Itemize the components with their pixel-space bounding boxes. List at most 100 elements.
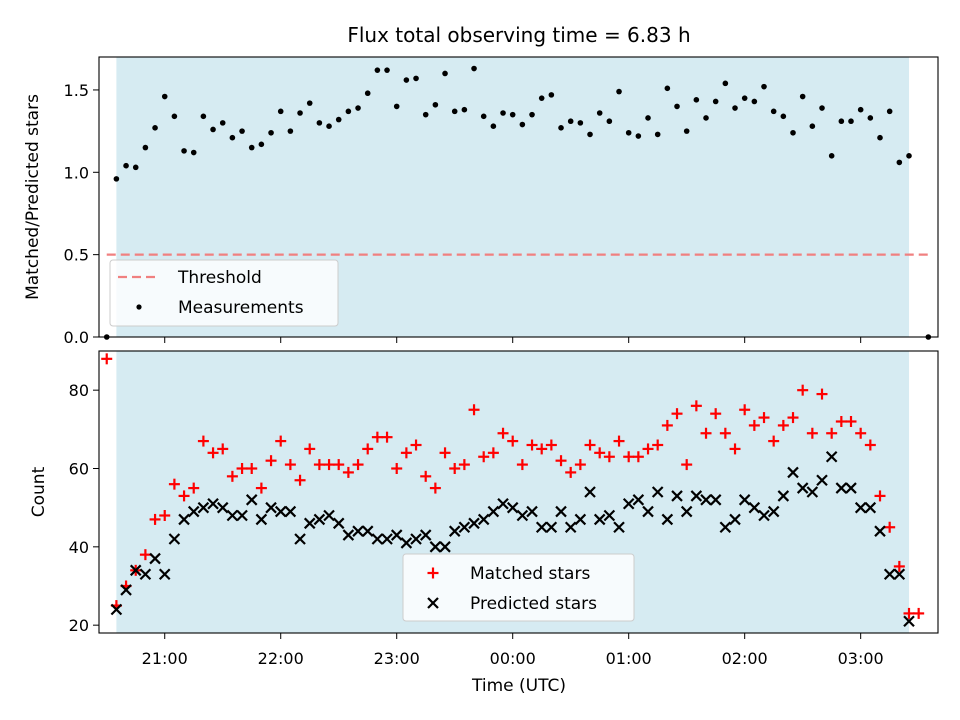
- matched-point: [545, 439, 557, 451]
- measurement-point: [123, 162, 129, 169]
- measurement-point: [248, 144, 255, 151]
- predicted-point: [796, 482, 809, 494]
- predicted-point: [516, 509, 529, 522]
- measurement-point: [200, 113, 207, 120]
- predicted-point: [874, 525, 886, 537]
- measurement-point: [442, 70, 448, 77]
- x-tick-label: 23:00: [374, 649, 420, 668]
- matched-point: [758, 412, 770, 424]
- measurement-point: [287, 128, 294, 134]
- matched-point: [178, 490, 190, 502]
- x-stroke: [178, 513, 190, 526]
- measurement-point: [606, 118, 613, 125]
- matched-point: [536, 443, 548, 455]
- matched-point: [555, 455, 567, 467]
- measurement-point: [664, 85, 671, 92]
- matched-point: [826, 427, 838, 439]
- x-stroke: [729, 513, 741, 526]
- measurement-point: [616, 88, 622, 95]
- predicted-point: [149, 552, 161, 565]
- x-stroke: [564, 521, 577, 534]
- matched-point: [816, 388, 828, 400]
- predicted-point: [342, 529, 355, 541]
- measurement-point: [857, 106, 864, 113]
- matched-point: [139, 549, 151, 561]
- x-stroke: [294, 533, 306, 545]
- measurement-point: [645, 115, 651, 121]
- matched-point: [101, 353, 113, 365]
- x-tick-label: 00:00: [490, 649, 536, 668]
- predicted-point: [622, 497, 635, 510]
- measurement-point: [761, 83, 767, 90]
- x-stroke: [593, 513, 606, 526]
- x-stroke: [680, 505, 693, 518]
- matched-point: [594, 447, 606, 459]
- x-stroke: [352, 525, 364, 537]
- predicted-point: [323, 509, 335, 522]
- matched-point: [710, 408, 722, 420]
- predicted-point: [245, 494, 258, 506]
- matched-point: [565, 466, 577, 478]
- legend-box: [109, 259, 339, 327]
- predicted-point: [777, 490, 790, 502]
- measurement-point: [790, 129, 796, 136]
- y-tick-label: 60: [69, 460, 89, 479]
- x-stroke: [651, 486, 664, 498]
- x-stroke: [284, 505, 297, 518]
- measurement-point: [828, 153, 835, 159]
- matched-point: [275, 435, 287, 447]
- x-tick-label: 03:00: [838, 649, 884, 668]
- measurement-point: [625, 129, 632, 136]
- predicted-point: [294, 533, 306, 545]
- x-stroke: [603, 509, 616, 522]
- x-stroke: [468, 517, 480, 530]
- measurement-point: [326, 123, 332, 129]
- ratio-panel: 0.0 0.5 1.0 1.5 Matched/Predicted stars Thr…: [23, 56, 939, 347]
- matched-point: [294, 474, 306, 486]
- matched-point: [207, 447, 219, 459]
- matched-point: [265, 455, 277, 467]
- x-stroke: [381, 533, 393, 545]
- measurement-point: [538, 95, 545, 101]
- measurement-point: [529, 111, 535, 118]
- measurement-point: [809, 123, 816, 129]
- x-stroke: [700, 494, 712, 506]
- matched-point: [381, 431, 393, 443]
- matched-point: [439, 447, 451, 459]
- x-stroke: [149, 552, 161, 565]
- predicted-point: [274, 505, 287, 518]
- legend-measurements-label: Measurements: [178, 298, 304, 318]
- predicted-point: [690, 490, 703, 502]
- x-stroke: [864, 501, 877, 514]
- measurement-point: [509, 111, 516, 118]
- legend-measurements-swatch: [136, 304, 142, 310]
- matched-point: [197, 435, 209, 447]
- predicted-point: [893, 568, 906, 581]
- x-stroke: [448, 525, 461, 537]
- count-x-axis: 21:00 22:00 23:00 00:00 01:00 02:00 03:00: [142, 633, 884, 668]
- measurement-point: [867, 115, 874, 121]
- predicted-point: [477, 513, 490, 526]
- x-stroke: [661, 513, 674, 526]
- x-stroke: [390, 529, 403, 541]
- predicted-point: [709, 494, 722, 506]
- predicted-point: [816, 474, 828, 487]
- measurement-point: [132, 164, 139, 171]
- matched-point: [362, 443, 374, 455]
- predicted-point: [564, 521, 577, 534]
- x-stroke: [497, 497, 509, 510]
- matched-point: [217, 443, 229, 455]
- measurement-point: [384, 67, 390, 73]
- x-stroke: [883, 568, 896, 581]
- matched-point: [700, 427, 712, 439]
- y-tick-label: 40: [69, 538, 89, 557]
- predicted-point: [313, 513, 326, 526]
- measurement-point: [335, 116, 342, 123]
- matched-point: [149, 513, 161, 525]
- measurement-point: [171, 113, 178, 120]
- x-stroke: [642, 505, 654, 518]
- predicted-point: [303, 517, 316, 530]
- predicted-point: [110, 603, 123, 616]
- predicted-point: [758, 509, 770, 522]
- matched-point: [681, 459, 693, 471]
